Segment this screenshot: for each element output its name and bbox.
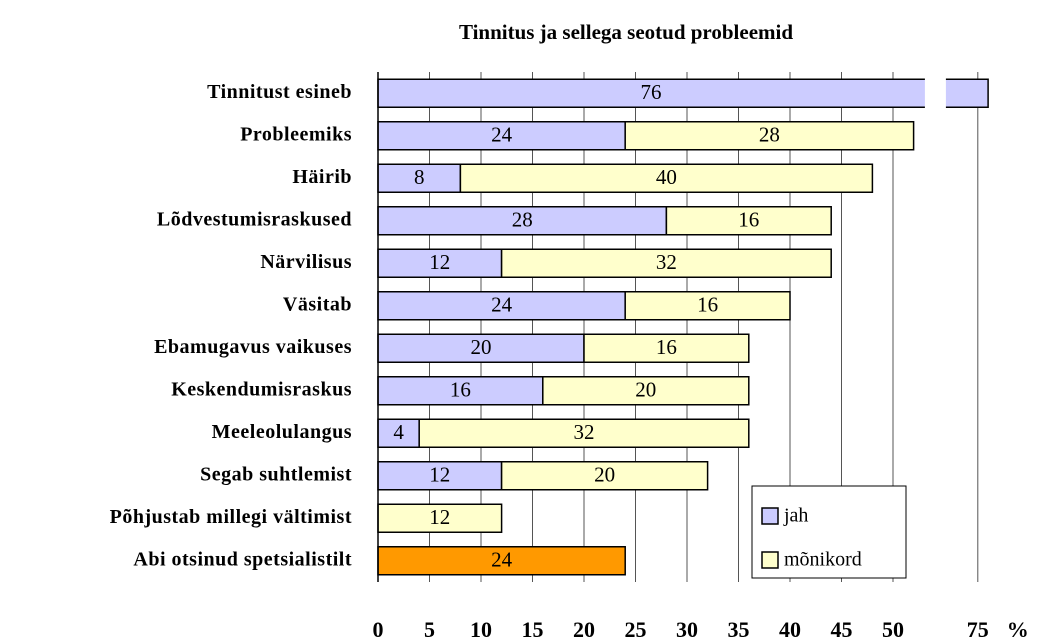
x-tick-label: 15	[522, 617, 544, 642]
y-tick-label: Närvilisus	[260, 251, 352, 273]
bar	[377, 546, 626, 576]
data-label: 28	[512, 208, 533, 232]
data-label: 4	[393, 420, 404, 444]
bar	[418, 418, 750, 448]
data-label: 20	[635, 378, 656, 402]
legend-label: jah	[783, 505, 808, 527]
x-tick-label: 35	[728, 617, 750, 642]
y-tick-label: Lõdvestumisraskused	[157, 208, 352, 230]
data-label: 32	[574, 420, 595, 444]
y-tick-label: Tinnitust esineb	[207, 81, 352, 103]
data-label: 8	[414, 165, 425, 189]
y-tick-label: Abi otsinud spetsialistilt	[133, 548, 352, 570]
y-tick-label: Probleemiks	[240, 123, 352, 145]
x-tick-label: 20	[573, 617, 595, 642]
data-label: 12	[429, 505, 450, 529]
bar	[624, 121, 915, 151]
data-label: 16	[697, 293, 718, 317]
legend: jah mõnikord	[751, 485, 907, 579]
bar	[665, 206, 832, 236]
data-label: 20	[594, 463, 615, 487]
data-label: 12	[429, 250, 450, 274]
bar	[459, 163, 874, 193]
legend-swatch	[761, 507, 779, 525]
data-label: 24	[491, 293, 513, 317]
data-label: 16	[738, 208, 759, 232]
legend-label: mõnikord	[784, 549, 862, 571]
legend-swatch	[761, 551, 779, 569]
y-tick-label: Keskendumisraskus	[171, 378, 352, 400]
x-tick-label: 30	[676, 617, 698, 642]
data-label: 76	[640, 80, 661, 104]
x-tick-label: 10	[470, 617, 492, 642]
data-label: 24	[491, 548, 513, 572]
bar	[500, 461, 709, 491]
y-tick-label: Meeleolulangus	[212, 421, 352, 443]
data-label: 12	[429, 463, 450, 487]
bar	[377, 121, 626, 151]
bar	[377, 418, 420, 448]
data-label: 24	[491, 123, 513, 147]
x-axis-label: %	[1007, 617, 1029, 642]
data-label: 40	[656, 165, 677, 189]
y-tick-label: Väsitab	[283, 293, 352, 315]
axis-break	[924, 70, 946, 584]
x-tick-label: 75	[967, 617, 989, 642]
data-label: 28	[759, 123, 780, 147]
x-tick-label: 40	[779, 617, 801, 642]
bar	[583, 333, 750, 363]
bar	[377, 206, 668, 236]
data-label: 16	[450, 378, 471, 402]
bar	[377, 376, 544, 406]
y-tick-label: Ebamugavus vaikuses	[154, 336, 352, 358]
bar	[500, 248, 832, 278]
bar	[624, 291, 791, 321]
x-tick-label: 50	[882, 617, 904, 642]
chart-title: Tinnitus ja sellega seotud probleemid	[459, 20, 793, 44]
y-tick-label: Häirib	[292, 166, 352, 188]
y-tick-label: Põhjustab millegi vältimist	[110, 506, 352, 528]
x-tick-label: 25	[625, 617, 647, 642]
data-label: 32	[656, 250, 677, 274]
x-tick-label: 5	[424, 617, 435, 642]
y-tick-label: Segab suhtlemist	[200, 463, 352, 485]
bar	[377, 291, 626, 321]
x-tick-label: 0	[373, 617, 384, 642]
data-label: 20	[471, 335, 492, 359]
x-tick-label: 45	[831, 617, 853, 642]
bar	[377, 248, 503, 278]
bar	[377, 78, 989, 108]
bar	[542, 376, 750, 406]
data-label: 16	[656, 335, 677, 359]
